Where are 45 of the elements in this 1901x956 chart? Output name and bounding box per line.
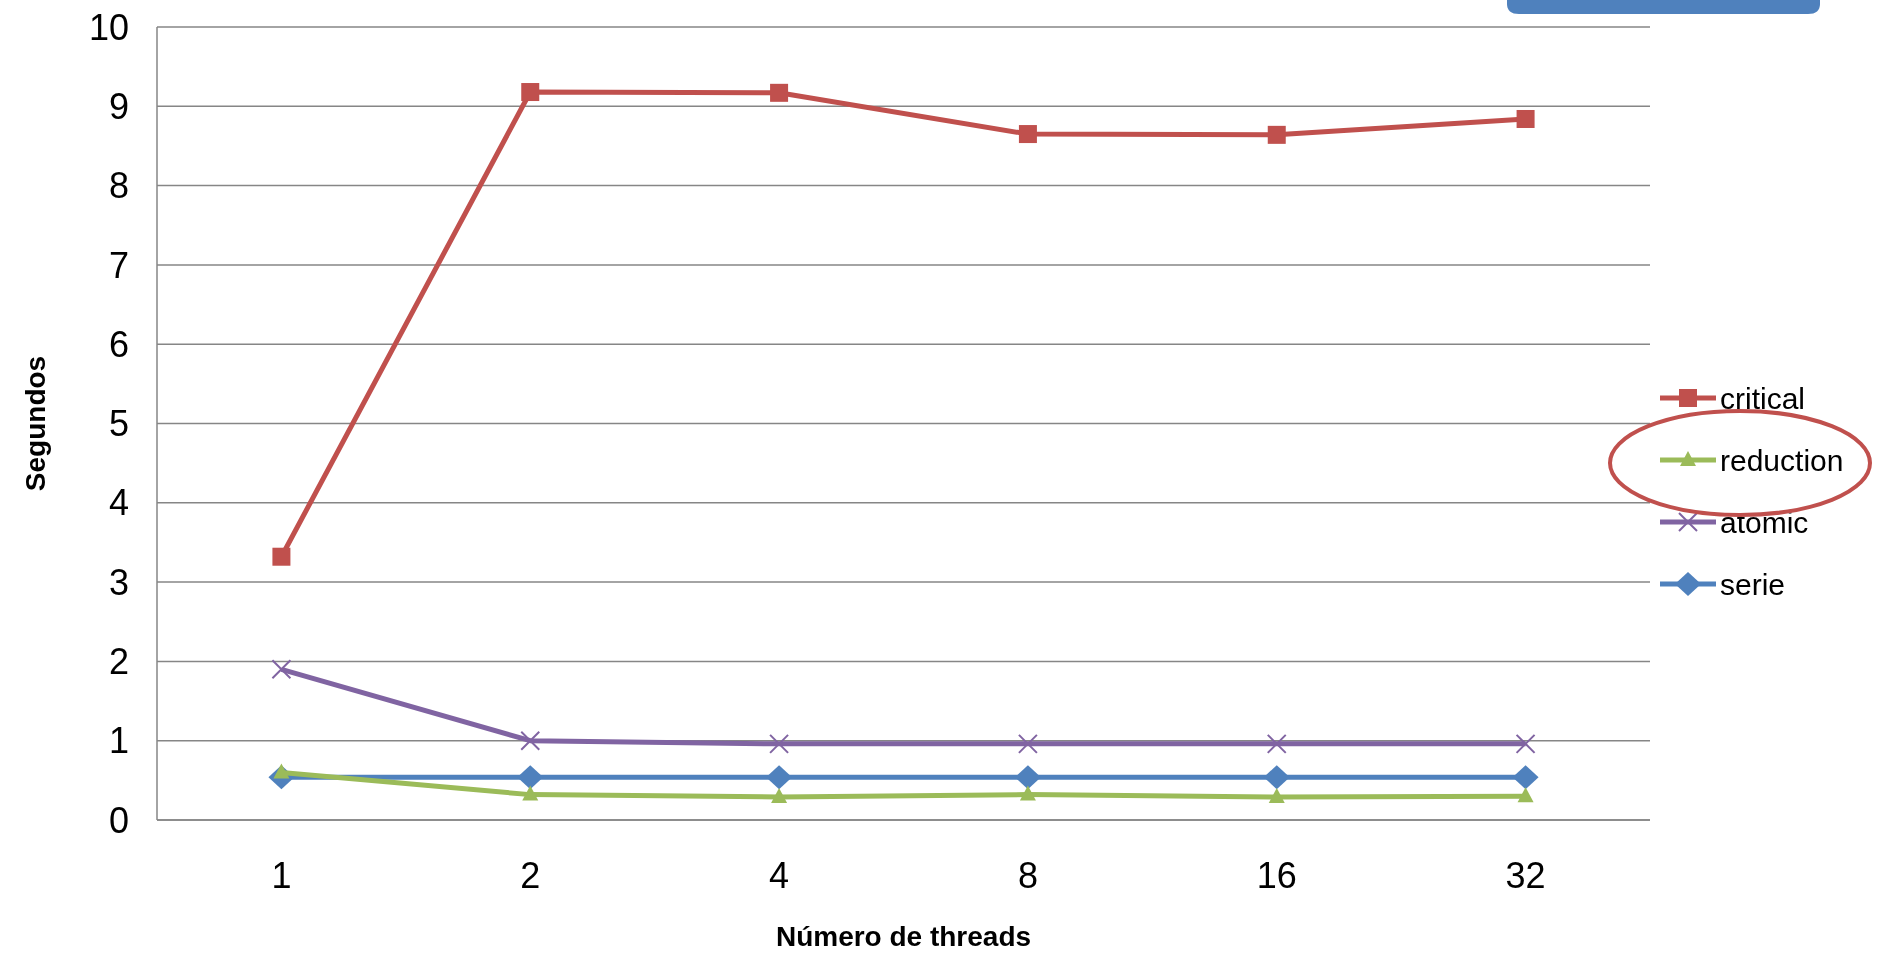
point [1512,765,1539,790]
y-tick-label: 6 [108,323,129,365]
point [520,730,541,751]
point [770,83,789,102]
legend-label: atomic [1720,505,1809,539]
x-tick-label: 4 [769,855,790,896]
y-axis-title: Segundos [20,355,51,492]
y-tick-label: 2 [108,641,129,682]
x-axis-title: Número de threads [775,921,1032,952]
y-tick-label: 10 [88,6,129,48]
y-tick-label: 3 [108,561,129,603]
point [1268,788,1285,803]
x-tick-label: 1 [271,855,292,896]
point [1516,109,1535,128]
point [1515,733,1536,754]
y-tick-label: 1 [108,720,129,762]
point [769,733,790,754]
point [522,785,539,801]
y-tick-label: 0 [108,799,129,841]
x-tick-label: 8 [1017,855,1038,896]
x-tick-label: 32 [1505,855,1546,896]
legend-label: critical [1720,381,1806,415]
point [272,547,291,566]
y-tick-label: 5 [108,403,129,445]
y-tick-label: 8 [108,165,129,207]
point [1517,787,1534,803]
point [1018,125,1037,144]
y-tick-label: 9 [108,85,129,127]
point [1017,733,1038,754]
point [1267,125,1286,144]
point [517,765,544,790]
x-tick-label: 16 [1256,855,1297,896]
y-tick-label: 4 [108,482,129,524]
point [1263,765,1290,790]
point [271,659,292,680]
point [1019,785,1036,801]
x-tick-label: 2 [520,855,541,896]
y-tick-label: 7 [108,244,129,286]
legend-label: serie [1720,567,1786,601]
point [766,765,793,790]
point [771,788,788,803]
legend-label: reduction [1720,443,1844,477]
point [521,83,540,102]
point [1266,733,1287,754]
point [1014,765,1041,790]
